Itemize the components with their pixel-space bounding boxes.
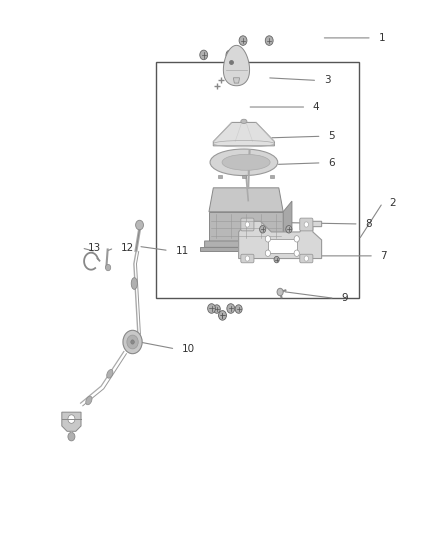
Ellipse shape: [131, 278, 138, 289]
Text: 9: 9: [341, 293, 348, 303]
Bar: [242, 175, 246, 178]
Circle shape: [226, 50, 234, 60]
Circle shape: [219, 311, 226, 320]
Circle shape: [294, 236, 299, 242]
Ellipse shape: [107, 369, 113, 378]
FancyBboxPatch shape: [300, 254, 313, 263]
Circle shape: [127, 335, 138, 349]
Circle shape: [200, 50, 208, 60]
Text: 11: 11: [175, 246, 189, 255]
Polygon shape: [205, 237, 294, 247]
Circle shape: [286, 225, 292, 233]
Circle shape: [68, 415, 75, 423]
Polygon shape: [268, 239, 297, 253]
Circle shape: [227, 304, 235, 313]
FancyBboxPatch shape: [241, 218, 254, 231]
Ellipse shape: [210, 149, 278, 175]
Text: 8: 8: [365, 219, 372, 229]
Text: 5: 5: [328, 131, 335, 141]
Text: 3: 3: [324, 76, 330, 85]
Circle shape: [68, 432, 75, 441]
Circle shape: [213, 305, 220, 313]
Circle shape: [265, 250, 271, 256]
Circle shape: [235, 305, 242, 313]
Polygon shape: [200, 247, 296, 251]
Circle shape: [294, 250, 299, 256]
Circle shape: [136, 220, 144, 230]
Circle shape: [277, 288, 283, 296]
Text: 12: 12: [121, 243, 134, 253]
FancyBboxPatch shape: [300, 218, 313, 231]
Polygon shape: [209, 188, 283, 212]
Polygon shape: [233, 78, 240, 83]
Circle shape: [123, 330, 142, 354]
Ellipse shape: [241, 119, 247, 124]
Polygon shape: [223, 45, 250, 86]
Polygon shape: [239, 221, 321, 259]
Circle shape: [208, 304, 215, 313]
Text: 7: 7: [381, 251, 387, 261]
Circle shape: [106, 264, 111, 271]
Text: 10: 10: [182, 344, 195, 354]
Circle shape: [304, 256, 308, 261]
Circle shape: [245, 222, 250, 227]
Circle shape: [245, 256, 250, 261]
Bar: [270, 175, 275, 178]
Polygon shape: [213, 123, 275, 146]
Circle shape: [239, 36, 247, 45]
Text: 6: 6: [328, 158, 335, 168]
Polygon shape: [62, 412, 81, 431]
Text: 4: 4: [313, 102, 319, 112]
Circle shape: [219, 311, 226, 320]
Circle shape: [274, 256, 279, 263]
Bar: [218, 175, 222, 178]
Circle shape: [304, 222, 308, 227]
Polygon shape: [283, 201, 292, 241]
Circle shape: [265, 36, 273, 45]
Text: 1: 1: [378, 33, 385, 43]
Circle shape: [131, 340, 134, 344]
Ellipse shape: [222, 155, 270, 170]
Circle shape: [260, 225, 266, 233]
Text: 13: 13: [88, 243, 101, 253]
Bar: [155, 62, 359, 298]
Text: 2: 2: [389, 198, 396, 208]
FancyBboxPatch shape: [241, 254, 254, 263]
Ellipse shape: [86, 396, 92, 405]
Circle shape: [265, 236, 271, 242]
Polygon shape: [209, 212, 283, 241]
